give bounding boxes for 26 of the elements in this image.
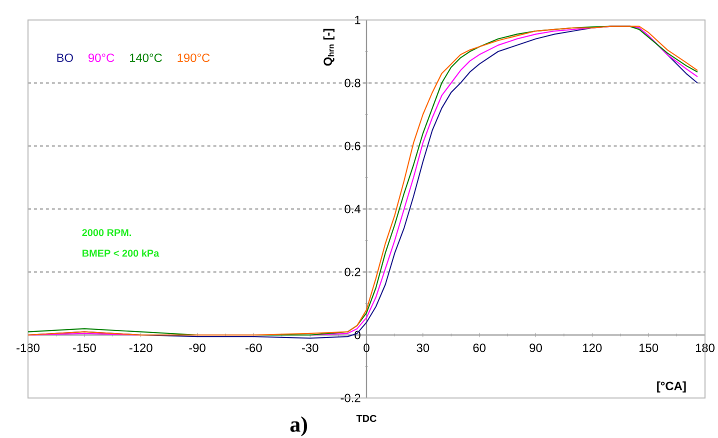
annotation: 2000 RPM. (82, 229, 131, 236)
y-tick-label: 0.2 (344, 268, 360, 276)
text: 140°C (130, 54, 162, 62)
text: BO (57, 54, 73, 62)
x-tick-label: 60 (473, 344, 486, 352)
x-tick-label: 30 (416, 344, 430, 352)
y-tick-label: 0.8 (344, 78, 360, 88)
x-tick-label: -150 (72, 344, 96, 352)
y-axis-title: Q$_{hrn}$ [-] (323, 28, 334, 66)
annotation: BMEP < 200 kPa (82, 249, 160, 257)
text: 90°C (88, 54, 114, 62)
x-tick-label: -60 (246, 344, 262, 352)
y-tick-label: 0.6 (344, 142, 360, 150)
x-tick-label: 150 (640, 344, 658, 352)
text: a) (290, 416, 307, 436)
x-tick-label: -90 (189, 344, 206, 352)
text: 190°C (178, 54, 210, 62)
y-tick-label: 0.4 (344, 204, 361, 214)
x-tick-label: 120 (583, 344, 602, 352)
x-tick-label: -120 (129, 344, 152, 352)
x-tick-label: 90 (530, 344, 542, 352)
text: TDC (356, 414, 376, 422)
x-tick-label: -30 (302, 344, 318, 352)
x-tick-label: 180 (696, 344, 715, 352)
x-tick-label: 0 (364, 344, 370, 352)
x-axis-title: [°CA] (657, 381, 686, 393)
